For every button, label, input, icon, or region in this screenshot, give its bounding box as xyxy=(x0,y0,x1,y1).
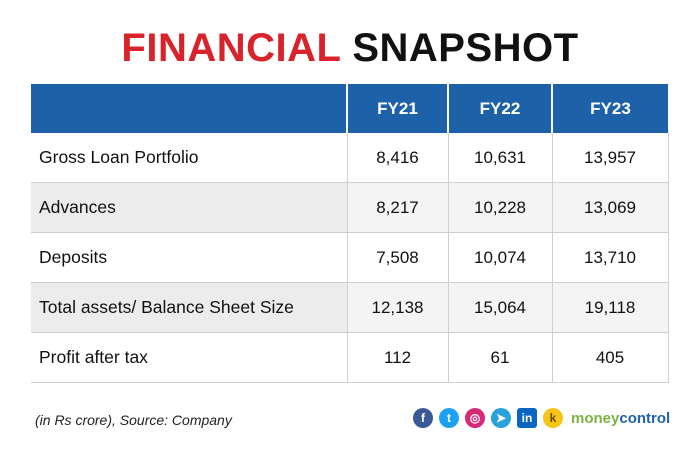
row-label: Deposits xyxy=(31,232,347,283)
header-blank xyxy=(31,84,347,133)
cell-fy22: 10,631 xyxy=(447,133,553,183)
cell-fy21: 8,416 xyxy=(346,133,449,183)
cell-fy22: 10,228 xyxy=(447,182,553,233)
header-fy21: FY21 xyxy=(346,84,448,133)
title-word-financial: FINANCIAL xyxy=(121,26,341,70)
table-row: Advances 8,217 10,228 13,069 xyxy=(31,182,669,233)
kooapp-icon[interactable]: k xyxy=(543,408,563,428)
logo-control: control xyxy=(619,409,671,427)
title-word-snapshot: SNAPSHOT xyxy=(352,26,579,70)
cell-fy23: 405 xyxy=(551,332,669,383)
table-row: Gross Loan Portfolio 8,416 10,631 13,957 xyxy=(31,133,669,183)
cell-fy23: 13,710 xyxy=(551,232,669,283)
cell-fy21: 7,508 xyxy=(346,232,449,283)
row-label: Advances xyxy=(31,182,347,233)
table-row: Deposits 7,508 10,074 13,710 xyxy=(31,232,669,283)
header-fy23: FY23 xyxy=(551,84,668,133)
twitter-icon[interactable]: t xyxy=(439,408,459,428)
moneycontrol-logo: moneycontrol xyxy=(571,410,670,427)
cell-fy22: 15,064 xyxy=(447,282,553,333)
facebook-icon[interactable]: f xyxy=(413,408,433,428)
logo-money: money xyxy=(571,409,620,427)
header-fy22: FY22 xyxy=(447,84,552,133)
table-header-row: FY21 FY22 FY23 xyxy=(31,84,668,133)
source-footnote: (in Rs crore), Source: Company xyxy=(35,412,232,428)
table-row: Profit after tax 112 61 405 xyxy=(31,332,669,383)
row-label: Profit after tax xyxy=(31,332,347,383)
linkedin-icon[interactable]: in xyxy=(517,408,537,428)
page-title: FINANCIAL SNAPSHOT xyxy=(0,22,700,74)
social-bar: f t ◎ ➤ in k moneycontrol xyxy=(413,406,670,430)
row-label: Total assets/ Balance Sheet Size xyxy=(31,282,347,333)
cell-fy21: 12,138 xyxy=(346,282,449,333)
cell-fy22: 61 xyxy=(447,332,553,383)
table-row: Total assets/ Balance Sheet Size 12,138 … xyxy=(31,282,669,333)
cell-fy22: 10,074 xyxy=(447,232,553,283)
cell-fy23: 19,118 xyxy=(551,282,669,333)
cell-fy21: 8,217 xyxy=(346,182,449,233)
cell-fy23: 13,069 xyxy=(551,182,669,233)
telegram-icon[interactable]: ➤ xyxy=(491,408,511,428)
cell-fy21: 112 xyxy=(346,332,449,383)
financial-table: FY21 FY22 FY23 Gross Loan Portfolio 8,41… xyxy=(31,84,669,383)
row-label: Gross Loan Portfolio xyxy=(31,133,347,183)
cell-fy23: 13,957 xyxy=(551,133,669,183)
instagram-icon[interactable]: ◎ xyxy=(465,408,485,428)
